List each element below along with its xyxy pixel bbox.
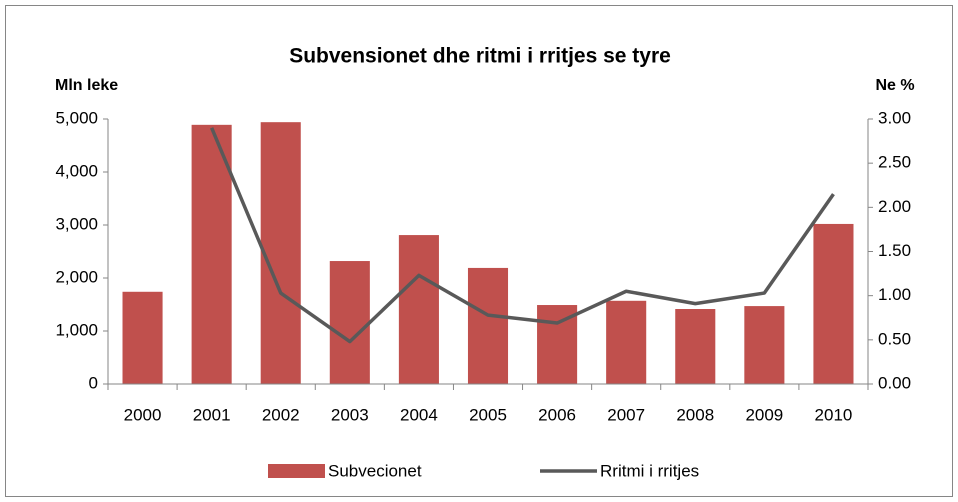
bar xyxy=(606,300,647,384)
bar xyxy=(675,309,716,384)
x-tick-label: 2004 xyxy=(400,405,438,424)
legend-swatch xyxy=(268,464,325,478)
x-tick-label: 2005 xyxy=(469,405,507,424)
y-tick-label: 5,000 xyxy=(55,108,98,127)
bar xyxy=(260,122,301,385)
y-tick-label: 1,000 xyxy=(55,320,98,339)
bar xyxy=(191,124,232,384)
y2-tick-label: 0.50 xyxy=(878,329,911,348)
bar xyxy=(122,291,163,384)
x-tick-label: 2001 xyxy=(193,405,231,424)
y2-tick-label: 0.00 xyxy=(878,373,911,392)
bar xyxy=(813,223,854,384)
y2-tick-label: 3.00 xyxy=(878,108,911,127)
y-tick-label: 0 xyxy=(89,373,98,392)
x-tick-label: 2006 xyxy=(538,405,576,424)
line-series xyxy=(210,127,835,344)
y-tick-label: 3,000 xyxy=(55,214,98,233)
x-tick-label: 2009 xyxy=(745,405,783,424)
legend-label: Subvecionet xyxy=(328,461,422,480)
x-tick-label: 2003 xyxy=(331,405,369,424)
x-tick-label: 2002 xyxy=(262,405,300,424)
y2-tick-label: 1.00 xyxy=(878,285,911,304)
y2-axis-label: Ne % xyxy=(875,77,914,94)
y2-tick-label: 2.00 xyxy=(878,197,911,216)
legend-label: Rritmi i rritjes xyxy=(600,461,699,480)
x-tick-label: 2000 xyxy=(124,405,162,424)
x-tick-label: 2007 xyxy=(607,405,645,424)
y2-tick-label: 2.50 xyxy=(878,153,911,172)
bar xyxy=(398,235,439,384)
chart-title: Subvensionet dhe ritmi i rritjes se tyre xyxy=(289,45,671,68)
y-axis-label: Mln leke xyxy=(55,77,118,94)
bar xyxy=(467,267,509,384)
bar xyxy=(329,261,370,384)
x-tick-label: 2008 xyxy=(676,405,714,424)
y-tick-label: 2,000 xyxy=(55,267,98,286)
y-tick-label: 4,000 xyxy=(55,161,98,180)
x-tick-label: 2010 xyxy=(815,405,853,424)
bar xyxy=(744,306,785,384)
y2-tick-label: 1.50 xyxy=(878,241,911,260)
